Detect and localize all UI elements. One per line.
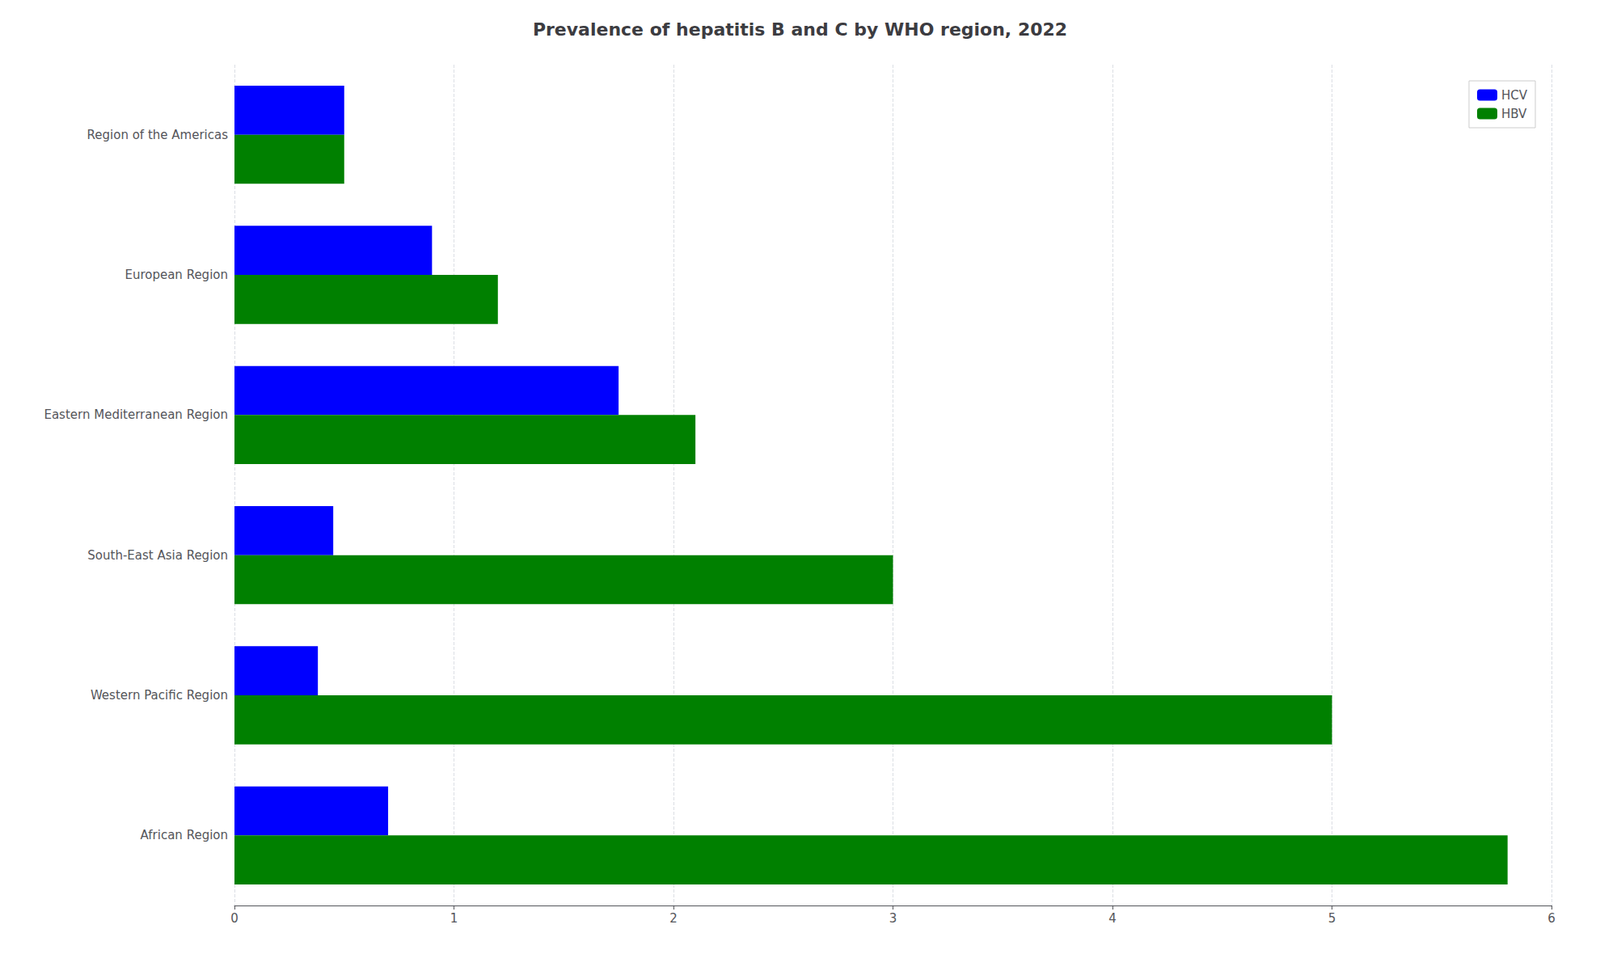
svg-text:Western Pacific Region: Western Pacific Region <box>90 688 228 703</box>
svg-text:6: 6 <box>1547 911 1556 926</box>
svg-text:HBV: HBV <box>1501 106 1528 122</box>
svg-text:2: 2 <box>669 911 678 926</box>
svg-text:Eastern Mediterranean Region: Eastern Mediterranean Region <box>43 407 228 423</box>
svg-text:5: 5 <box>1328 911 1337 926</box>
svg-text:Region of the Americas: Region of the Americas <box>87 127 229 143</box>
svg-text:4: 4 <box>1108 911 1117 926</box>
svg-text:European Region: European Region <box>124 267 228 283</box>
svg-text:African Region: African Region <box>140 827 228 843</box>
svg-text:0: 0 <box>230 911 239 926</box>
svg-text:South-East Asia Region: South-East Asia Region <box>87 548 228 563</box>
svg-text:Prevalence of hepatitis B and: Prevalence of hepatitis B and C by WHO r… <box>532 19 1068 40</box>
svg-text:HCV: HCV <box>1501 88 1529 103</box>
svg-text:3: 3 <box>889 911 898 926</box>
svg-text:1: 1 <box>450 911 459 926</box>
